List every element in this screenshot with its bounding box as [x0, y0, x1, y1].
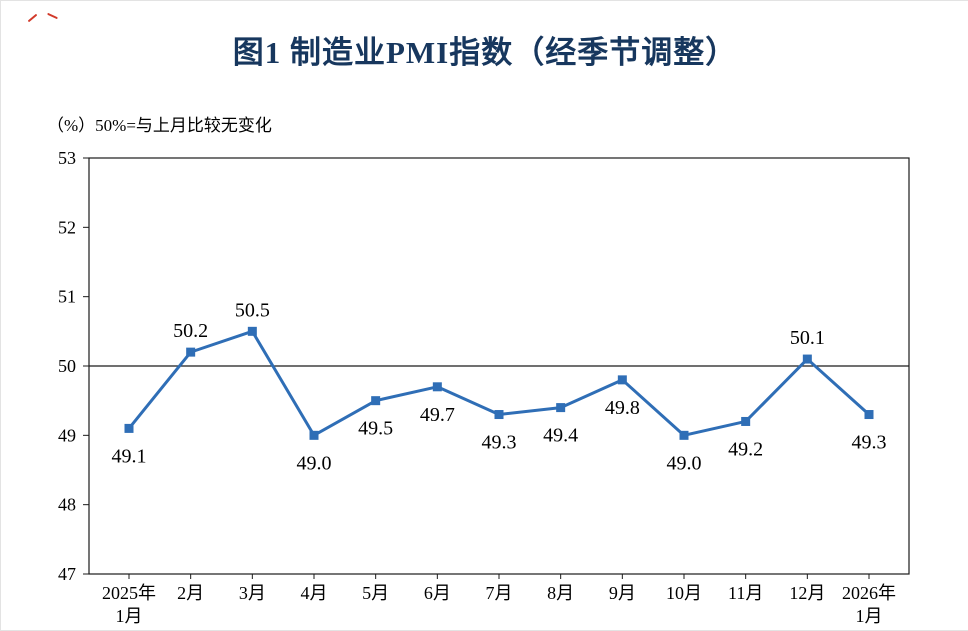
- y-tick-label: 49: [58, 425, 76, 445]
- x-tick-label: 8月: [547, 583, 574, 603]
- axis-unit-note: （%）50%=与上月比较无变化: [47, 116, 272, 135]
- data-point-label: 50.5: [235, 299, 270, 321]
- data-point-marker: [741, 416, 751, 426]
- data-point-label: 49.7: [420, 404, 455, 426]
- data-point-marker: [371, 396, 381, 406]
- data-point-label: 50.2: [173, 320, 208, 342]
- data-point-label: 49.5: [358, 418, 393, 440]
- y-tick-label: 53: [58, 148, 76, 168]
- y-tick-label: 52: [58, 217, 76, 237]
- data-point-marker: [309, 430, 319, 440]
- y-tick-label: 48: [58, 495, 76, 515]
- x-tick-label: 10月: [666, 583, 702, 603]
- y-tick-label: 50: [58, 356, 76, 376]
- x-tick-label: 12月: [789, 583, 825, 603]
- x-tick-label: 1月: [116, 606, 143, 626]
- x-tick-label: 2025年: [102, 583, 156, 603]
- data-point-marker: [679, 430, 689, 440]
- data-point-marker: [864, 410, 874, 420]
- x-tick-label: 9月: [609, 583, 636, 603]
- data-point-label: 49.0: [667, 452, 702, 474]
- x-tick-label: 11月: [728, 583, 763, 603]
- data-point-label: 49.3: [482, 432, 517, 454]
- data-point-label: 50.1: [790, 327, 825, 349]
- data-point-marker: [802, 354, 812, 364]
- x-tick-label: 2月: [177, 583, 204, 603]
- data-point-label: 49.0: [297, 452, 332, 474]
- data-point-label: 49.1: [112, 445, 147, 467]
- data-point-label: 49.4: [543, 425, 578, 447]
- data-point-marker: [186, 347, 196, 357]
- y-tick-label: 51: [58, 287, 76, 307]
- y-tick-label: 47: [58, 564, 76, 584]
- data-point-marker: [124, 423, 134, 433]
- data-point-marker: [494, 410, 504, 420]
- pmi-series-line: [127, 329, 871, 437]
- data-point-marker: [617, 375, 627, 385]
- x-tick-label: 3月: [239, 583, 266, 603]
- data-point-label: 49.2: [728, 438, 763, 460]
- x-tick-label: 2026年: [842, 583, 896, 603]
- data-point-marker: [556, 403, 566, 413]
- x-tick-label: 4月: [301, 583, 328, 603]
- x-tick-label: 7月: [486, 583, 513, 603]
- x-tick-label: 6月: [424, 583, 451, 603]
- x-tick-label: 5月: [362, 583, 389, 603]
- x-tick-label: 1月: [856, 606, 883, 626]
- data-point-label: 49.8: [605, 397, 640, 419]
- chart-title: 图1 制造业PMI指数（经季节调整）: [232, 35, 738, 70]
- data-point-marker: [432, 382, 442, 392]
- data-point-label: 49.3: [852, 432, 887, 454]
- data-point-marker: [247, 326, 257, 336]
